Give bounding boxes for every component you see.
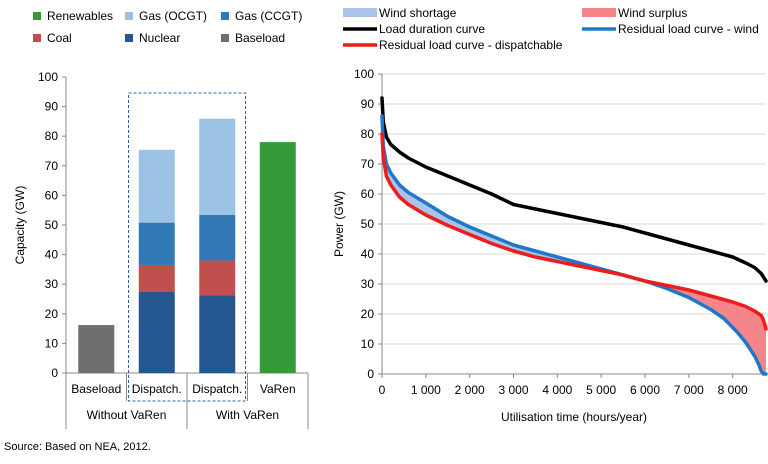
y-axis-title: Power (GW) xyxy=(332,191,346,257)
legend-swatch-gas-ocgt xyxy=(125,12,133,20)
load-duration-chart: Wind shortage Wind surplus Load duration c… xyxy=(332,6,768,424)
legend-label-baseload: Baseload xyxy=(235,31,285,45)
x-tick-label: 4 000 xyxy=(542,383,572,397)
y-tick-label: 0 xyxy=(51,366,58,380)
x-tick-label: 6 000 xyxy=(630,383,660,397)
bar-coal-1 xyxy=(138,264,175,292)
y-tick-label: 20 xyxy=(45,307,59,321)
legend-label-residual-load-curve-dispatchable: Residual load curve - dispatchable xyxy=(379,38,563,52)
x-tick-label: 0 xyxy=(379,383,386,397)
bar-gas-ocgt-2 xyxy=(199,118,236,215)
y-tick-label: 60 xyxy=(45,188,59,202)
bar-baseload-0 xyxy=(78,325,115,373)
y-tick-label: 100 xyxy=(38,70,58,84)
y-tick-label: 100 xyxy=(354,67,374,81)
bar-gas-ccgt-1 xyxy=(138,222,175,265)
source-note: Source: Based on NEA, 2012. xyxy=(4,441,151,453)
y-tick-label: 80 xyxy=(45,129,59,143)
bar-gas-ocgt-1 xyxy=(138,149,175,223)
legend-swatch-baseload xyxy=(221,34,229,42)
x-tick-label: 1 000 xyxy=(411,383,441,397)
y-tick-label: 30 xyxy=(45,277,59,291)
y-tick-label: 20 xyxy=(361,307,375,321)
x-tick-label-0: Baseload xyxy=(71,382,121,396)
legend-label-wind-surplus: Wind surplus xyxy=(618,6,687,20)
y-tick-label: 10 xyxy=(361,337,375,351)
legend-swatch-nuclear xyxy=(125,34,133,42)
bar-coal-2 xyxy=(199,260,236,296)
legend-label-gas-ccgt: Gas (CCGT) xyxy=(235,9,302,23)
x-tick-label: 2 000 xyxy=(455,383,485,397)
legend-swatch-coal xyxy=(33,34,41,42)
x-axis-title: Utilisation time (hours/year) xyxy=(501,410,647,424)
legend-label-renewables: Renewables xyxy=(47,9,113,23)
line-residual-load-curve-wind xyxy=(380,114,768,376)
dispatchable-highlight-box xyxy=(128,92,246,402)
x-tick-label: 7 000 xyxy=(674,383,704,397)
group-label-without-varen: Without VaRen xyxy=(87,408,167,422)
legend-label-wind-shortage: Wind shortage xyxy=(379,6,457,20)
y-tick-label: 50 xyxy=(45,218,59,232)
legend-swatch-wind-shortage xyxy=(343,8,377,17)
y-tick-label: 0 xyxy=(367,367,374,381)
legend-swatch-wind-surplus xyxy=(582,8,616,17)
y-tick-label: 90 xyxy=(45,100,59,114)
capacity-bar-chart: Renewables Gas (OCGT) Gas (CCGT) Coal Nuclea… xyxy=(13,9,309,429)
y-tick-label: 90 xyxy=(361,97,375,111)
bar-renewables-3 xyxy=(259,142,296,373)
legend-swatch-renewables xyxy=(33,12,41,20)
y-tick-label: 70 xyxy=(361,157,375,171)
line-residual-load-curve-dispatchable xyxy=(380,132,768,331)
legend-label-nuclear: Nuclear xyxy=(139,31,180,45)
legend-label-gas-ocgt: Gas (OCGT) xyxy=(139,9,207,23)
y-tick-label: 60 xyxy=(361,187,375,201)
bar-nuclear-2 xyxy=(199,295,236,373)
y-tick-label: 10 xyxy=(45,336,59,350)
y-axis-title: Capacity (GW) xyxy=(13,186,27,265)
y-tick-label: 30 xyxy=(361,277,375,291)
x-tick-label-1: Dispatch. xyxy=(132,382,182,396)
group-label-with-varen: With VaRen xyxy=(216,408,279,422)
x-tick-label: 3 000 xyxy=(498,383,528,397)
y-tick-label: 40 xyxy=(45,248,59,262)
legend-label-residual-load-curve-wind: Residual load curve - wind xyxy=(618,22,759,36)
line-load-duration-curve xyxy=(380,96,768,283)
x-tick-label: 8 000 xyxy=(718,383,748,397)
x-tick-label-3: VaRen xyxy=(260,382,296,396)
legend-label-coal: Coal xyxy=(47,31,72,45)
x-tick-label: 5 000 xyxy=(586,383,616,397)
figure: Renewables Gas (OCGT) Gas (CCGT) Coal Nuclea… xyxy=(13,6,768,429)
y-tick-label: 40 xyxy=(361,247,375,261)
bar-gas-ccgt-2 xyxy=(199,214,236,261)
legend-label-load-duration-curve: Load duration curve xyxy=(379,22,485,36)
bar-nuclear-1 xyxy=(138,291,175,373)
y-tick-label: 50 xyxy=(361,217,375,231)
y-tick-label: 80 xyxy=(361,127,375,141)
x-tick-label-2: Dispatch. xyxy=(192,382,242,396)
y-tick-label: 70 xyxy=(45,159,59,173)
legend-swatch-gas-ccgt xyxy=(221,12,229,20)
